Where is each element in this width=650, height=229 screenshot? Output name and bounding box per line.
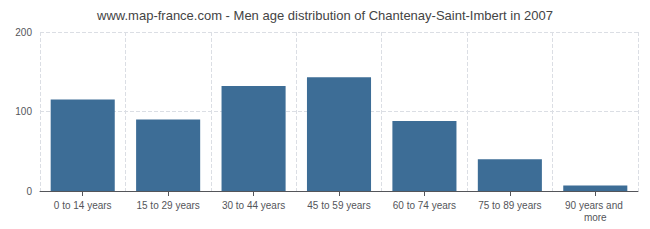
svg-text:0: 0 <box>26 186 32 197</box>
svg-text:60 to 74 years: 60 to 74 years <box>393 200 456 211</box>
svg-text:90 years and: 90 years and <box>565 200 626 211</box>
svg-text:45 to 59 years: 45 to 59 years <box>307 200 370 211</box>
svg-text:15 to 29 years: 15 to 29 years <box>136 200 199 211</box>
svg-text:30 to 44 years: 30 to 44 years <box>222 200 285 211</box>
svg-text:200: 200 <box>15 27 32 38</box>
svg-text:www.map-france.com - Men age d: www.map-france.com - Men age distributio… <box>96 8 553 23</box>
svg-text:more: more <box>584 212 607 223</box>
svg-text:75 to 89 years: 75 to 89 years <box>478 200 541 211</box>
svg-text:100: 100 <box>15 106 32 117</box>
svg-text:0 to 14 years: 0 to 14 years <box>54 200 112 211</box>
